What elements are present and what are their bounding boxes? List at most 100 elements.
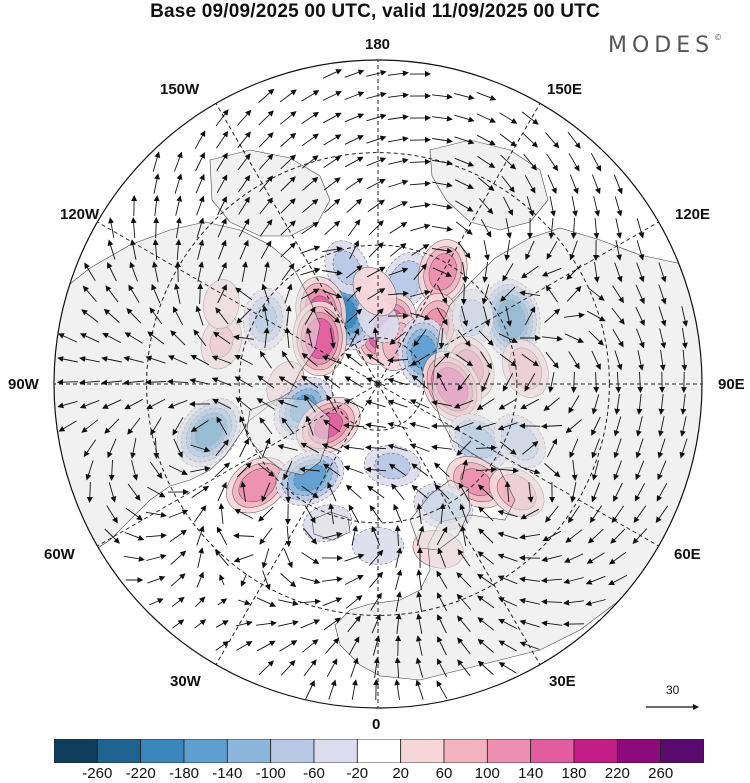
wind-arrow — [281, 350, 294, 369]
wind-arrow — [241, 261, 248, 282]
map-border — [53, 59, 703, 709]
wind-arrow — [344, 91, 365, 100]
wind-arrow — [366, 178, 386, 189]
wind-arrow — [124, 398, 144, 410]
wind-arrow — [437, 284, 448, 304]
wind-arrow — [348, 504, 360, 524]
wind-arrow — [387, 377, 408, 386]
colorbar-segment — [530, 739, 575, 763]
wind-arrow — [388, 136, 409, 143]
wind-arrow — [434, 484, 450, 500]
wind-arrow — [541, 267, 562, 277]
wind-arrow — [479, 198, 494, 215]
wind-arrow — [586, 552, 605, 564]
wind-arrow — [283, 460, 293, 481]
colorbar-tick-label: -260 — [82, 765, 113, 782]
wind-arrow — [343, 465, 364, 474]
wind-arrow — [564, 312, 585, 319]
wind-arrow — [544, 463, 561, 478]
wind-arrow — [568, 351, 580, 370]
wind-arrow — [238, 218, 250, 238]
wind-arrow — [459, 503, 468, 524]
wind-arrow — [174, 283, 181, 304]
wind-arrow — [587, 528, 604, 544]
wind-arrow — [261, 437, 271, 458]
meridian-line — [97, 221, 379, 385]
colorbar — [54, 739, 704, 763]
wind-arrow — [615, 218, 622, 239]
wind-arrow — [234, 509, 254, 519]
wind-arrow — [305, 327, 313, 348]
wind-arrow — [189, 377, 210, 385]
wind-arrow — [681, 349, 688, 371]
brand-text: MODES — [608, 33, 715, 58]
wind-arrow — [658, 306, 667, 327]
wind-arrow — [233, 554, 254, 563]
wind-arrow — [437, 636, 447, 656]
wind-arrow — [564, 333, 585, 343]
wind-arrow — [123, 355, 144, 363]
wind-arrow — [102, 332, 122, 343]
colorbar-tick-label: -60 — [303, 765, 325, 782]
wind-arrow — [519, 597, 540, 605]
wind-arrow — [258, 110, 274, 126]
wind-arrow — [409, 158, 431, 165]
wind-arrow — [411, 374, 428, 389]
wind-arrow — [409, 399, 430, 409]
wind-arrow — [239, 438, 249, 458]
wind-arrow — [476, 398, 495, 410]
wind-arrow — [237, 109, 252, 126]
wind-arrow — [212, 398, 232, 409]
wind-arrow — [520, 466, 541, 475]
wind-arrow — [591, 460, 599, 481]
wind-arrow — [548, 372, 555, 393]
wind-arrow — [432, 137, 453, 144]
wind-arrow — [365, 444, 387, 451]
wind-arrow — [79, 333, 100, 343]
wind-arrow — [236, 308, 252, 324]
wind-arrow — [615, 240, 622, 261]
wind-arrow — [612, 329, 624, 348]
wind-arrow — [636, 218, 645, 239]
wind-arrow — [305, 680, 315, 700]
meridian-line — [377, 383, 541, 665]
wind-arrow — [170, 330, 186, 346]
wind-arrow — [238, 599, 251, 606]
wind-arrow — [261, 548, 270, 569]
wind-arrow — [196, 195, 205, 216]
wind-arrow — [126, 308, 142, 324]
wind-arrow — [411, 484, 428, 499]
meridian-line — [215, 103, 379, 385]
wind-arrow — [328, 503, 335, 524]
wind-arrow — [344, 376, 363, 388]
wind-arrow — [635, 438, 644, 459]
wind-arrow — [238, 196, 250, 215]
wind-arrow — [259, 527, 273, 545]
wind-arrow — [586, 310, 606, 322]
wind-arrow — [344, 156, 364, 168]
wind-arrow — [505, 218, 512, 239]
wind-arrow — [321, 443, 342, 453]
wind-arrow — [410, 289, 431, 297]
wind-arrow — [593, 262, 600, 283]
wind-arrow — [500, 286, 516, 302]
wind-arrow — [170, 550, 187, 566]
wind-arrow — [215, 620, 229, 628]
wind-arrow — [351, 525, 358, 546]
wind-arrow — [239, 415, 249, 436]
wind-arrow — [520, 508, 540, 520]
wind-arrow — [415, 657, 424, 678]
wind-arrow — [591, 416, 601, 436]
wind-arrow — [215, 307, 229, 325]
wind-arrow — [590, 152, 602, 172]
wind-arrow — [146, 511, 167, 518]
wind-arrow — [85, 460, 94, 481]
wind-arrow — [237, 131, 251, 149]
wind-arrow — [326, 394, 338, 413]
wind-arrow — [344, 575, 364, 585]
wind-arrow — [548, 217, 555, 239]
wind-arrow — [544, 308, 561, 324]
wind-arrow — [344, 135, 364, 145]
wind-arrow — [108, 217, 115, 238]
